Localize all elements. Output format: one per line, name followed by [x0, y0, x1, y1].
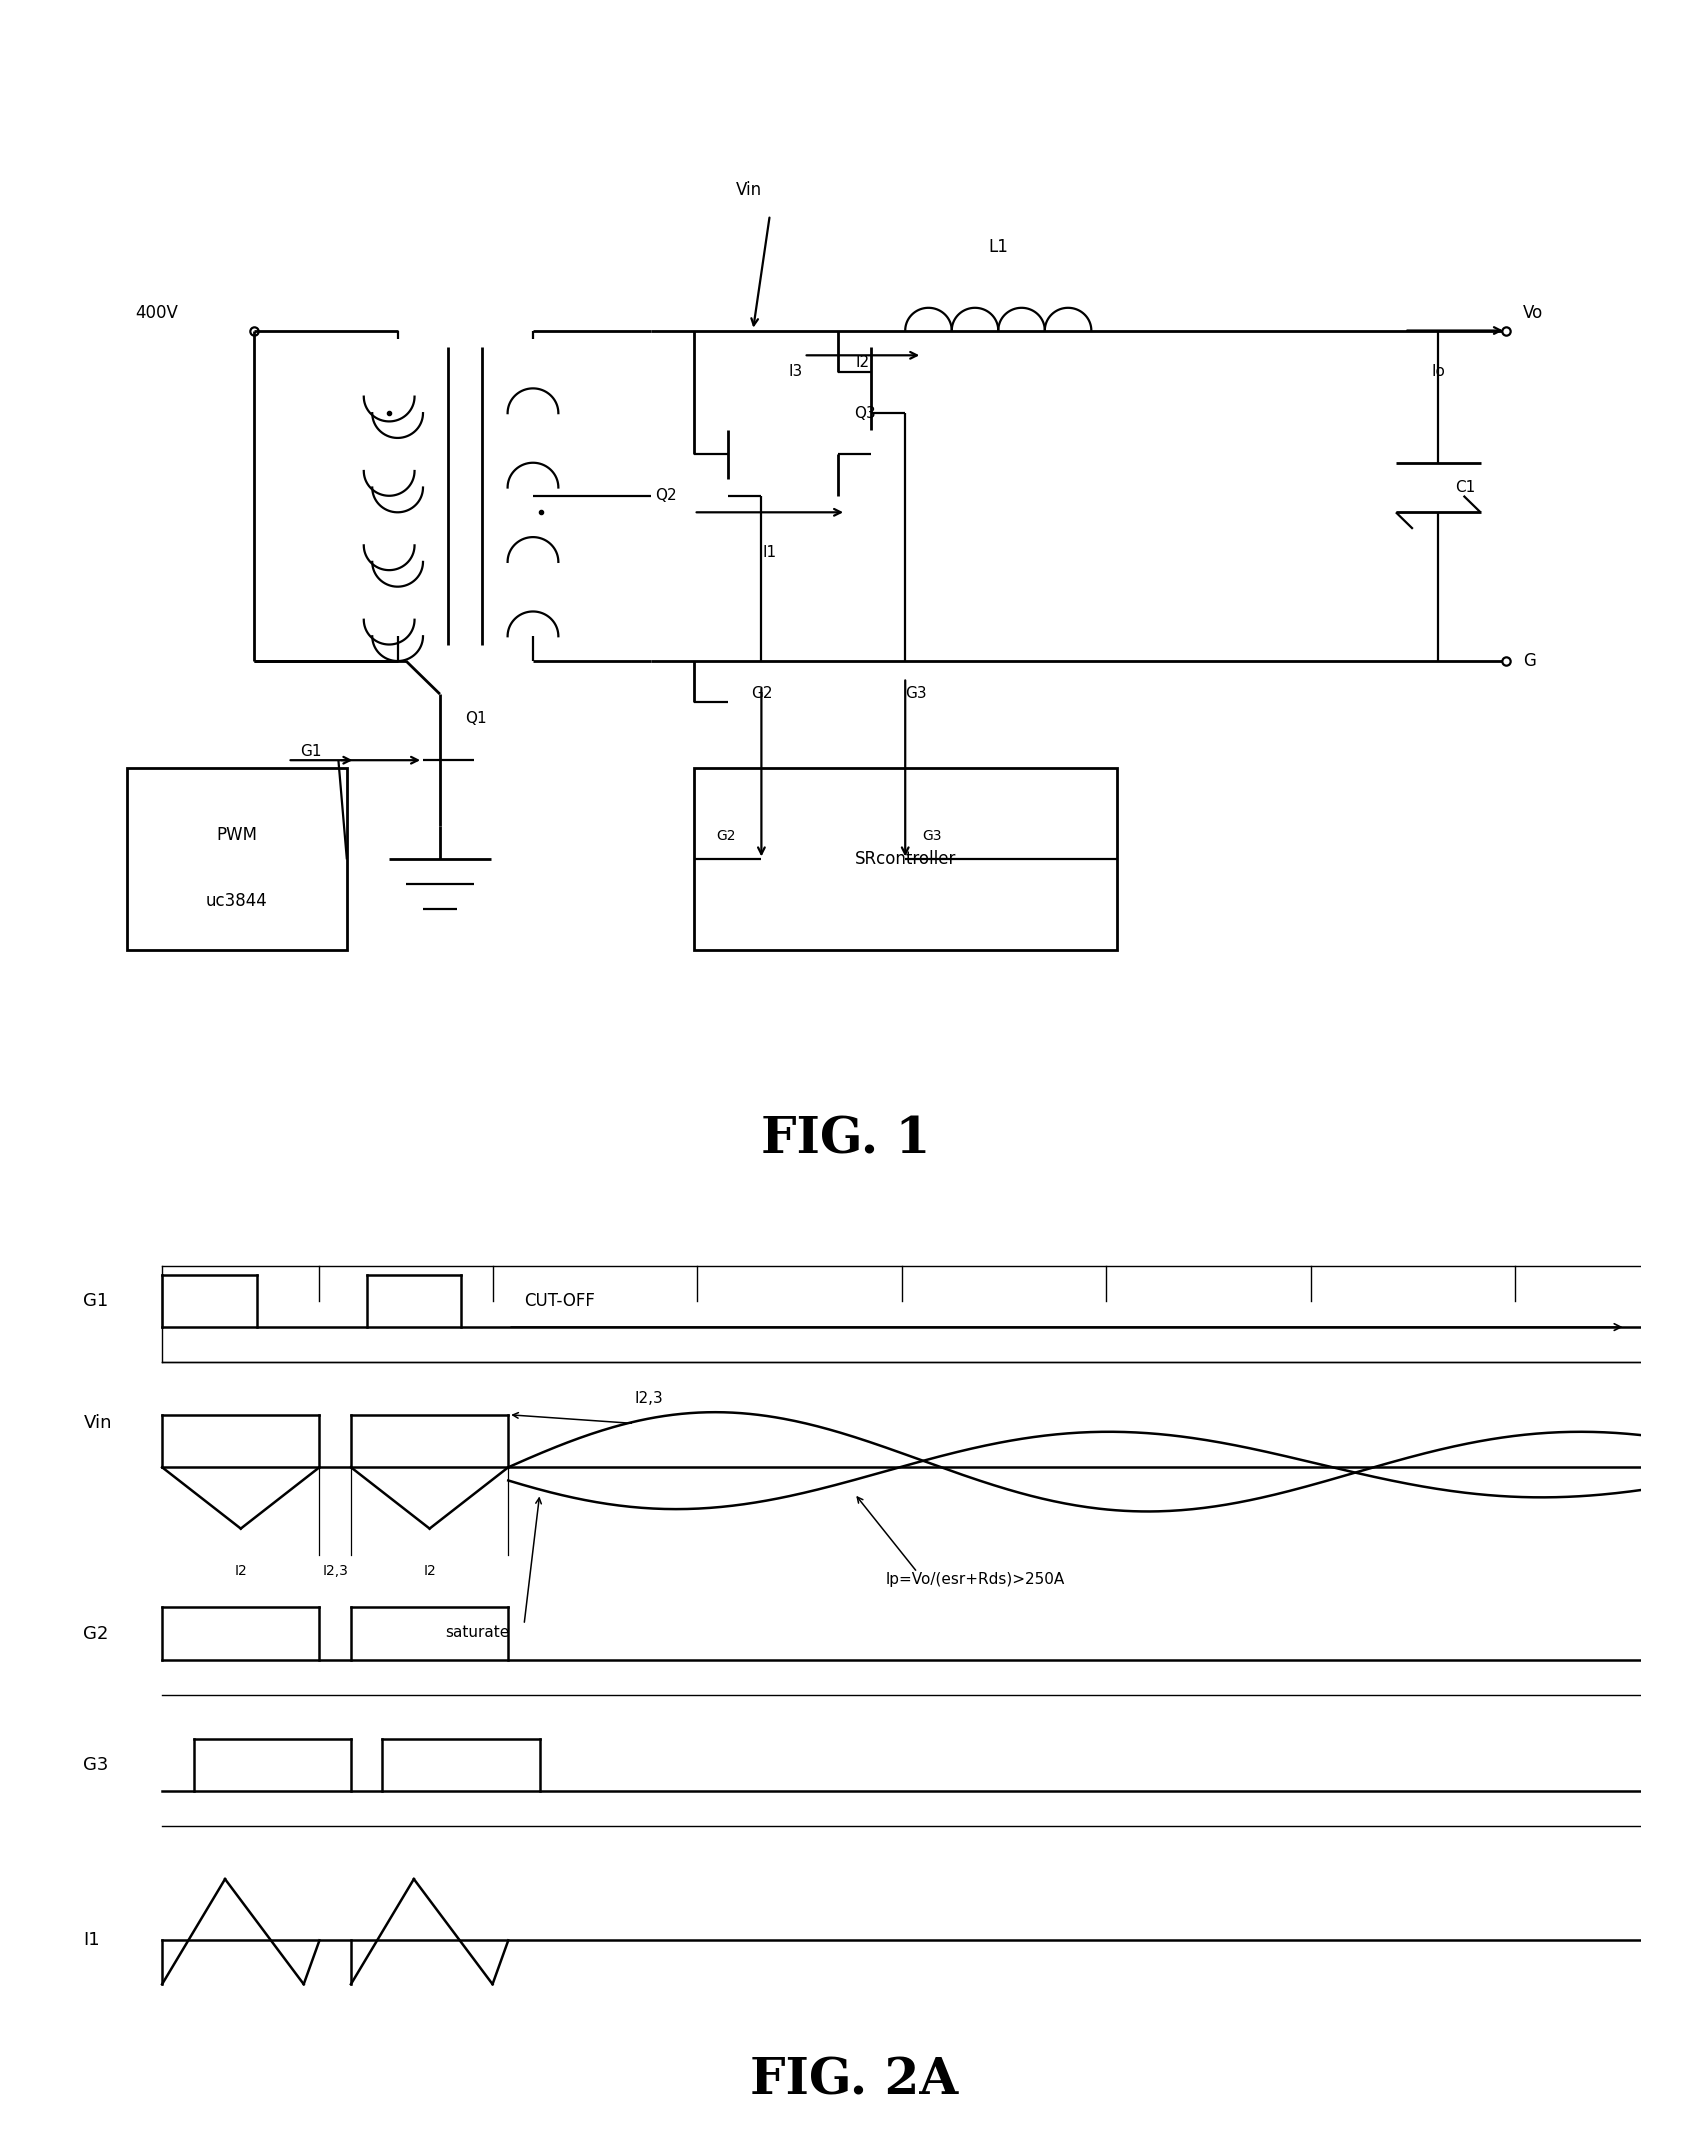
Text: G2: G2	[751, 686, 772, 701]
Text: G2: G2	[83, 1624, 108, 1643]
Text: Vo: Vo	[1523, 303, 1543, 323]
Text: G3: G3	[83, 1757, 108, 1774]
Text: G3: G3	[905, 686, 927, 701]
Text: CUT-OFF: CUT-OFF	[525, 1291, 596, 1310]
Text: G3: G3	[922, 829, 942, 842]
Text: I2,3: I2,3	[634, 1391, 663, 1406]
Text: I2: I2	[423, 1564, 437, 1577]
Text: I2,3: I2,3	[321, 1564, 349, 1577]
Text: I2: I2	[235, 1564, 247, 1577]
Text: G1: G1	[299, 744, 321, 759]
Text: I1: I1	[763, 545, 777, 560]
Text: FIG. 1: FIG. 1	[761, 1116, 931, 1165]
Text: PWM: PWM	[217, 825, 257, 844]
Text: C1: C1	[1455, 481, 1475, 496]
Text: L1: L1	[988, 237, 1008, 256]
Text: SRcontroller: SRcontroller	[854, 851, 956, 868]
Text: FIG. 2A: FIG. 2A	[750, 2056, 959, 2105]
Text: Q1: Q1	[465, 712, 487, 727]
Text: G1: G1	[83, 1291, 108, 1310]
Text: Q2: Q2	[655, 487, 677, 504]
Text: G2: G2	[716, 829, 736, 842]
Bar	[127, 769, 347, 951]
Text: lp=Vo/(esr+Rds)>250A: lp=Vo/(esr+Rds)>250A	[887, 1573, 1066, 1588]
Text: I1: I1	[83, 1932, 100, 1949]
Text: Vin: Vin	[736, 182, 761, 199]
Text: uc3844: uc3844	[206, 891, 267, 910]
Text: Q3: Q3	[854, 406, 876, 421]
Text: saturate: saturate	[445, 1624, 509, 1639]
Text: 400V: 400V	[135, 303, 178, 323]
Text: G: G	[1523, 652, 1536, 671]
Bar	[694, 769, 1117, 951]
Text: I3: I3	[788, 363, 802, 380]
Text: Vin: Vin	[83, 1415, 112, 1432]
Text: Io: Io	[1431, 363, 1445, 378]
Text: I2: I2	[856, 355, 870, 370]
